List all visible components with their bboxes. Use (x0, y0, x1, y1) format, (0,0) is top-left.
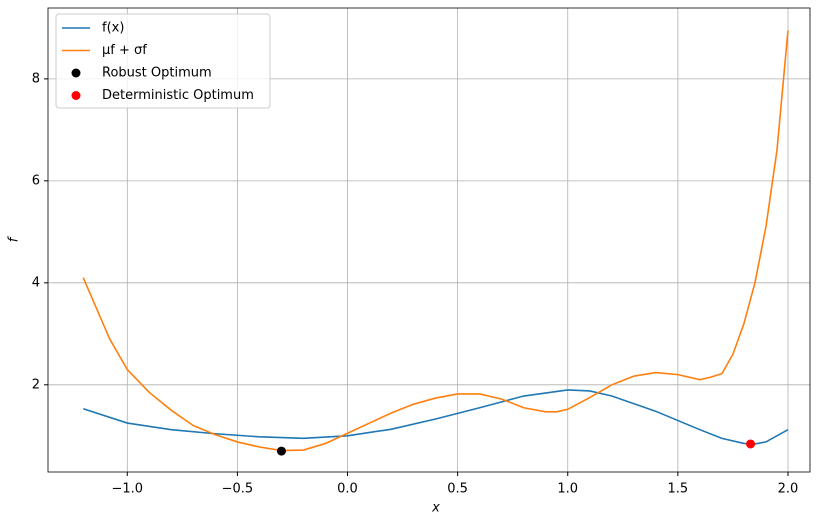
legend-label: f(x) (102, 21, 124, 36)
x-tick-label: −1.0 (111, 482, 143, 497)
legend-label: μf + σf (102, 43, 147, 58)
legend-label: Robust Optimum (102, 66, 212, 81)
y-axis-label: f (7, 235, 22, 242)
series-line (82, 30, 789, 452)
legend-swatch (71, 91, 81, 100)
x-tick-label: 0.5 (447, 482, 468, 497)
y-tick-label: 4 (32, 275, 40, 290)
legend-swatch (71, 68, 81, 78)
x-tick-label: 0.0 (337, 482, 358, 497)
x-axis-label: x (431, 501, 440, 516)
series-line (82, 389, 789, 445)
y-tick-label: 6 (32, 173, 40, 188)
x-tick-label: −0.5 (222, 482, 254, 497)
x-tick-label: 1.0 (557, 482, 578, 497)
scatter-point (276, 446, 286, 456)
legend-box (55, 13, 271, 109)
y-tick-label: 8 (32, 71, 40, 86)
plot-frame (47, 7, 811, 473)
y-tick-label: 2 (32, 377, 40, 392)
x-tick-label: 2.0 (778, 482, 799, 497)
legend-label: Deterministic Optimum (102, 88, 254, 103)
scatter-point (746, 439, 756, 449)
x-tick-label: 1.5 (668, 482, 689, 497)
